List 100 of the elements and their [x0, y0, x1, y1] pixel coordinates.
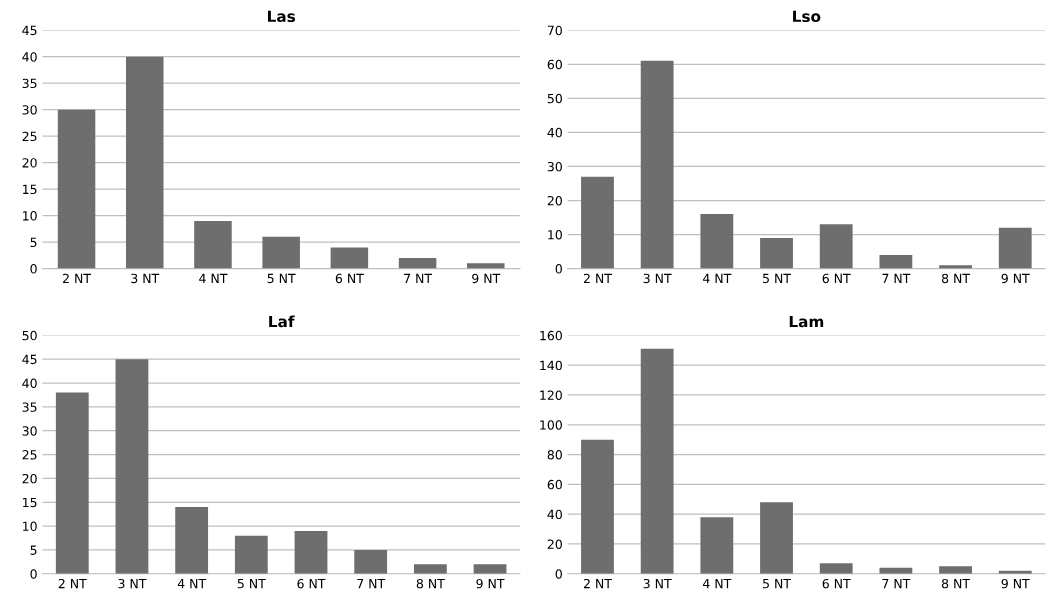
y-tick-label: 60 [547, 59, 562, 70]
y-tick-label: 20 [547, 195, 562, 206]
chart-title: Lam [789, 315, 824, 328]
bar [175, 507, 209, 574]
bar [473, 564, 507, 574]
bar [234, 535, 268, 574]
bar [819, 563, 853, 574]
x-tick-label: 5 NT [237, 579, 266, 589]
y-tick-label: 35 [22, 402, 37, 412]
x-tick-label: 5 NT [763, 273, 792, 284]
y-tick-label: 15 [23, 184, 37, 195]
y-tick-label: 25 [22, 450, 37, 460]
y-tick-label: 5 [30, 237, 37, 248]
x-tick-label: 2 NT [58, 578, 87, 589]
x-tick-label: 3 NT [643, 273, 672, 284]
bar [467, 263, 505, 269]
bar [354, 549, 388, 574]
bar [760, 237, 793, 269]
bar [998, 227, 1032, 269]
x-tick-label: 9 NT [472, 273, 501, 284]
bar [294, 530, 328, 574]
x-tick-label: 8 NT [941, 578, 971, 589]
y-tick-label: 20 [547, 539, 562, 549]
y-tick-label: 10 [23, 521, 37, 532]
x-tick-label: 2 NT [583, 273, 612, 283]
x-tick-label: 2 NT [583, 578, 612, 589]
x-tick-label: 9 NT [476, 578, 505, 589]
x-tick-label: 6 NT [335, 273, 364, 284]
y-tick-label: 100 [540, 420, 562, 430]
y-tick-label: 10 [23, 211, 37, 221]
bar [879, 255, 913, 269]
y-tick-label: 15 [23, 497, 37, 508]
bar [57, 109, 96, 269]
bar [939, 566, 972, 574]
y-tick-label: 35 [22, 78, 37, 89]
y-tick-label: 25 [22, 131, 37, 142]
x-tick-label: 3 NT [118, 578, 147, 589]
bar [581, 176, 614, 269]
x-tick-label: 7 NT [882, 579, 911, 589]
x-tick-label: 9 NT [1001, 273, 1030, 284]
x-tick-label: 9 NT [1001, 578, 1030, 589]
bar [819, 224, 853, 269]
bar [700, 214, 734, 269]
bar [413, 564, 447, 574]
x-tick-label: 4 NT [702, 273, 732, 283]
bar [640, 60, 674, 269]
y-tick-label: 30 [22, 105, 37, 115]
bar [194, 220, 232, 269]
x-tick-label: 2 NT [63, 273, 92, 283]
y-tick-label: 140 [540, 360, 562, 371]
x-tick-label: 4 NT [177, 579, 207, 589]
y-tick-label: 20 [22, 473, 37, 484]
y-tick-label: 45 [22, 25, 37, 36]
y-tick-label: 120 [540, 390, 562, 400]
y-tick-label: 20 [22, 158, 37, 168]
y-tick-label: 50 [22, 330, 37, 341]
y-tick-label: 0 [30, 569, 37, 579]
y-tick-label: 40 [547, 509, 562, 520]
x-tick-label: 8 NT [941, 273, 971, 284]
x-tick-label: 6 NT [297, 578, 326, 589]
x-tick-label: 6 NT [822, 273, 851, 284]
y-tick-label: 10 [548, 230, 562, 240]
x-tick-label: 7 NT [882, 273, 911, 283]
x-tick-label: 4 NT [702, 579, 732, 589]
bar [760, 502, 793, 574]
x-tick-label: 7 NT [357, 579, 386, 589]
x-tick-label: 3 NT [643, 578, 672, 589]
y-tick-label: 40 [22, 378, 37, 388]
y-tick-label: 0 [555, 569, 562, 579]
y-tick-label: 45 [22, 354, 37, 365]
bar [581, 439, 614, 574]
x-tick-label: 8 NT [416, 578, 445, 589]
y-tick-label: 50 [547, 93, 562, 104]
y-tick-label: 0 [555, 264, 562, 274]
x-tick-label: 5 NT [267, 273, 296, 284]
y-tick-label: 80 [547, 450, 562, 460]
x-tick-label: 6 NT [822, 578, 851, 589]
y-tick-label: 70 [547, 25, 562, 36]
x-tick-label: 7 NT [404, 273, 433, 283]
bar [262, 236, 300, 269]
x-tick-label: 4 NT [199, 273, 228, 283]
bar [330, 247, 369, 269]
y-tick-label: 160 [540, 330, 562, 341]
bar [640, 348, 674, 574]
chart-title: Las [268, 10, 296, 23]
y-tick-label: 40 [547, 127, 562, 138]
bar [700, 517, 734, 574]
x-tick-label: 3 NT [131, 273, 160, 284]
bar [115, 359, 149, 574]
bar [55, 392, 89, 574]
y-tick-label: 60 [547, 479, 562, 490]
y-tick-label: 30 [22, 426, 37, 436]
chart-title: Laf [269, 315, 295, 328]
y-tick-label: 0 [30, 264, 37, 274]
chart-title: Lso [793, 10, 821, 23]
bar [125, 56, 164, 269]
y-tick-label: 5 [30, 545, 37, 555]
x-tick-label: 5 NT [763, 579, 792, 589]
bar [398, 258, 437, 269]
y-tick-label: 40 [22, 52, 37, 62]
